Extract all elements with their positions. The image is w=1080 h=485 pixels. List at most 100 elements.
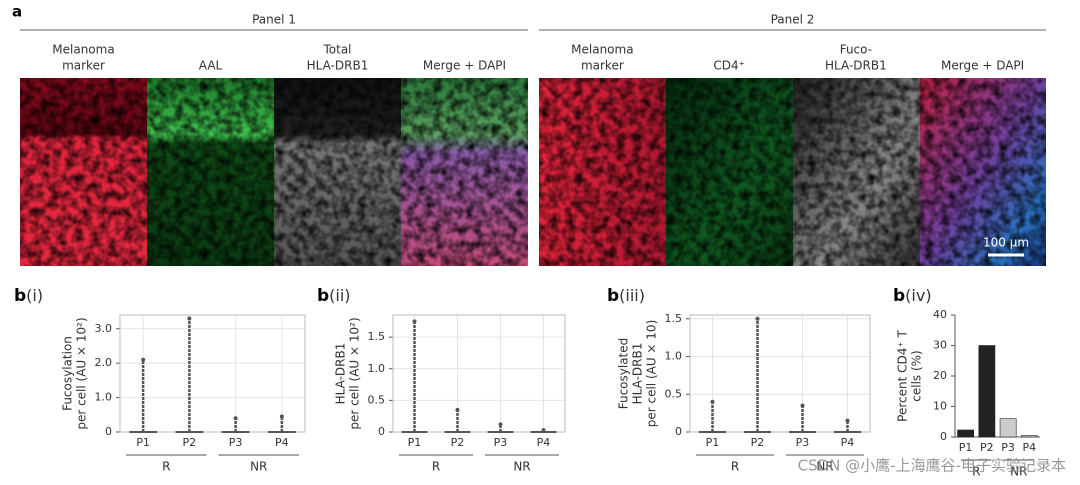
bar [978,345,996,438]
strip-max [845,418,850,423]
bar [1020,435,1038,438]
column-label: Melanoma [571,43,633,57]
strip-max [455,407,460,412]
y-axis-label: HLA-DRB1 [631,343,645,405]
group-label: NR [1010,465,1027,479]
group-label: NR [250,460,267,474]
y-tick-label: 1.0 [368,362,386,375]
y-tick-label: 0 [378,425,385,438]
panel-label: b(ii) [317,286,351,307]
y-axis-label: cells (%) [910,350,924,401]
watermark: CSDN @小鹰-上海鹰谷-电子实验记录本 [798,457,1066,475]
y-tick-label: 0 [675,425,682,438]
x-tick-label: P3 [796,436,810,449]
y-axis-label: per cell (AU × 10) [645,320,659,428]
x-tick-label: P1 [136,436,150,449]
panel-sub: (ii) [329,286,350,305]
x-tick-label: P1 [959,441,973,454]
x-tick-label: P2 [183,436,197,449]
panel-letter: b [607,286,619,306]
x-tick-label: P4 [841,436,855,449]
y-tick-label: 0 [940,430,947,443]
panel-letter: b [317,286,329,306]
column-label: Melanoma [52,43,114,57]
strip-max [279,414,284,419]
group-label: R [162,460,170,474]
group-label: R [731,460,739,474]
bar [957,429,974,438]
column-label: Merge + DAPI [941,59,1024,73]
panel-letter: b [893,286,905,306]
y-tick-label: 3.0 [95,322,113,335]
y-axis-label: per cell (AU × 10²) [348,317,362,429]
micrographs [20,78,1046,266]
x-tick-label: P3 [494,436,508,449]
plot-frame [955,315,1040,437]
y-axis-label: Percent CD4⁺ T [896,329,910,421]
y-tick-label: 10 [933,400,947,413]
strip-max [498,422,503,427]
x-tick-label: P2 [451,436,465,449]
strip-max [710,399,715,404]
y-tick-label: 1.0 [665,350,683,363]
panel-title: Panel 2 [771,13,815,27]
panel-label: b(iv) [893,286,932,307]
y-tick-label: 2.0 [95,356,113,369]
y-axis-label: HLA-DRB1 [334,343,348,405]
y-axis-label: Fucosylated [617,338,631,410]
x-tick-label: P2 [980,441,994,454]
strip-max [233,416,238,421]
plot-frame [119,314,306,433]
x-tick-label: P3 [229,436,243,449]
y-tick-label: 0.5 [368,393,386,406]
panel-sub: (iv) [905,286,931,305]
strip-max [141,357,146,362]
strip-max [755,316,760,321]
x-tick-label: P4 [275,436,289,449]
chart: b(ii) HLA-DRB1 per cell (AU × 10²) 0 0.5 1.0 1… [317,286,566,474]
y-tick-label: 30 [933,339,947,352]
column-label: AAL [199,59,223,73]
y-tick-label: 1.5 [665,312,683,325]
panel-letter: b [14,286,26,306]
group-label: NR [513,460,530,474]
y-tick-label: 0.5 [665,387,683,400]
y-tick-label: 1.5 [368,330,386,343]
column-label: Total [322,43,351,57]
column-label: marker [581,59,624,73]
y-tick-label: 20 [933,369,947,382]
x-tick-label: P1 [408,436,422,449]
column-label: CD4⁺ [713,59,745,73]
x-tick-label: P4 [537,436,551,449]
strip-max [187,316,192,321]
y-axis-label: per cell (AU × 10²) [75,317,89,429]
chart: b(i) Fucosylation per cell (AU × 10²) 0 1.0 2… [14,286,306,474]
column-label: Fuco- [840,43,872,57]
panel-title: Panel 1 [252,13,296,27]
strip-max [412,319,417,324]
panel-letter: a [12,3,22,21]
plot-frame [392,314,566,433]
column-label: Merge + DAPI [423,59,506,73]
plot-frame [689,314,871,433]
y-tick-label: 40 [933,308,947,321]
strip-max [541,428,546,433]
column-label: marker [62,59,105,73]
y-tick-label: 0 [105,425,112,438]
scale-bar-label: 100 µm [983,236,1029,250]
column-label: HLA-DRB1 [307,59,369,73]
x-tick-label: P4 [1023,441,1037,454]
panel-label: b(iii) [607,286,645,307]
panel-label: b(i) [14,286,43,307]
x-tick-label: P3 [1001,441,1015,454]
y-tick-label: 1.0 [95,391,113,404]
panel-sub: (iii) [619,286,645,305]
group-label: R [432,460,440,474]
texture [539,78,1046,266]
chart: b(iii) Fucosylated HLA-DRB1 per cell (AU × … [607,286,871,474]
y-axis-label: Fucosylation [61,336,75,411]
x-tick-label: P1 [706,436,720,449]
texture [20,78,528,266]
